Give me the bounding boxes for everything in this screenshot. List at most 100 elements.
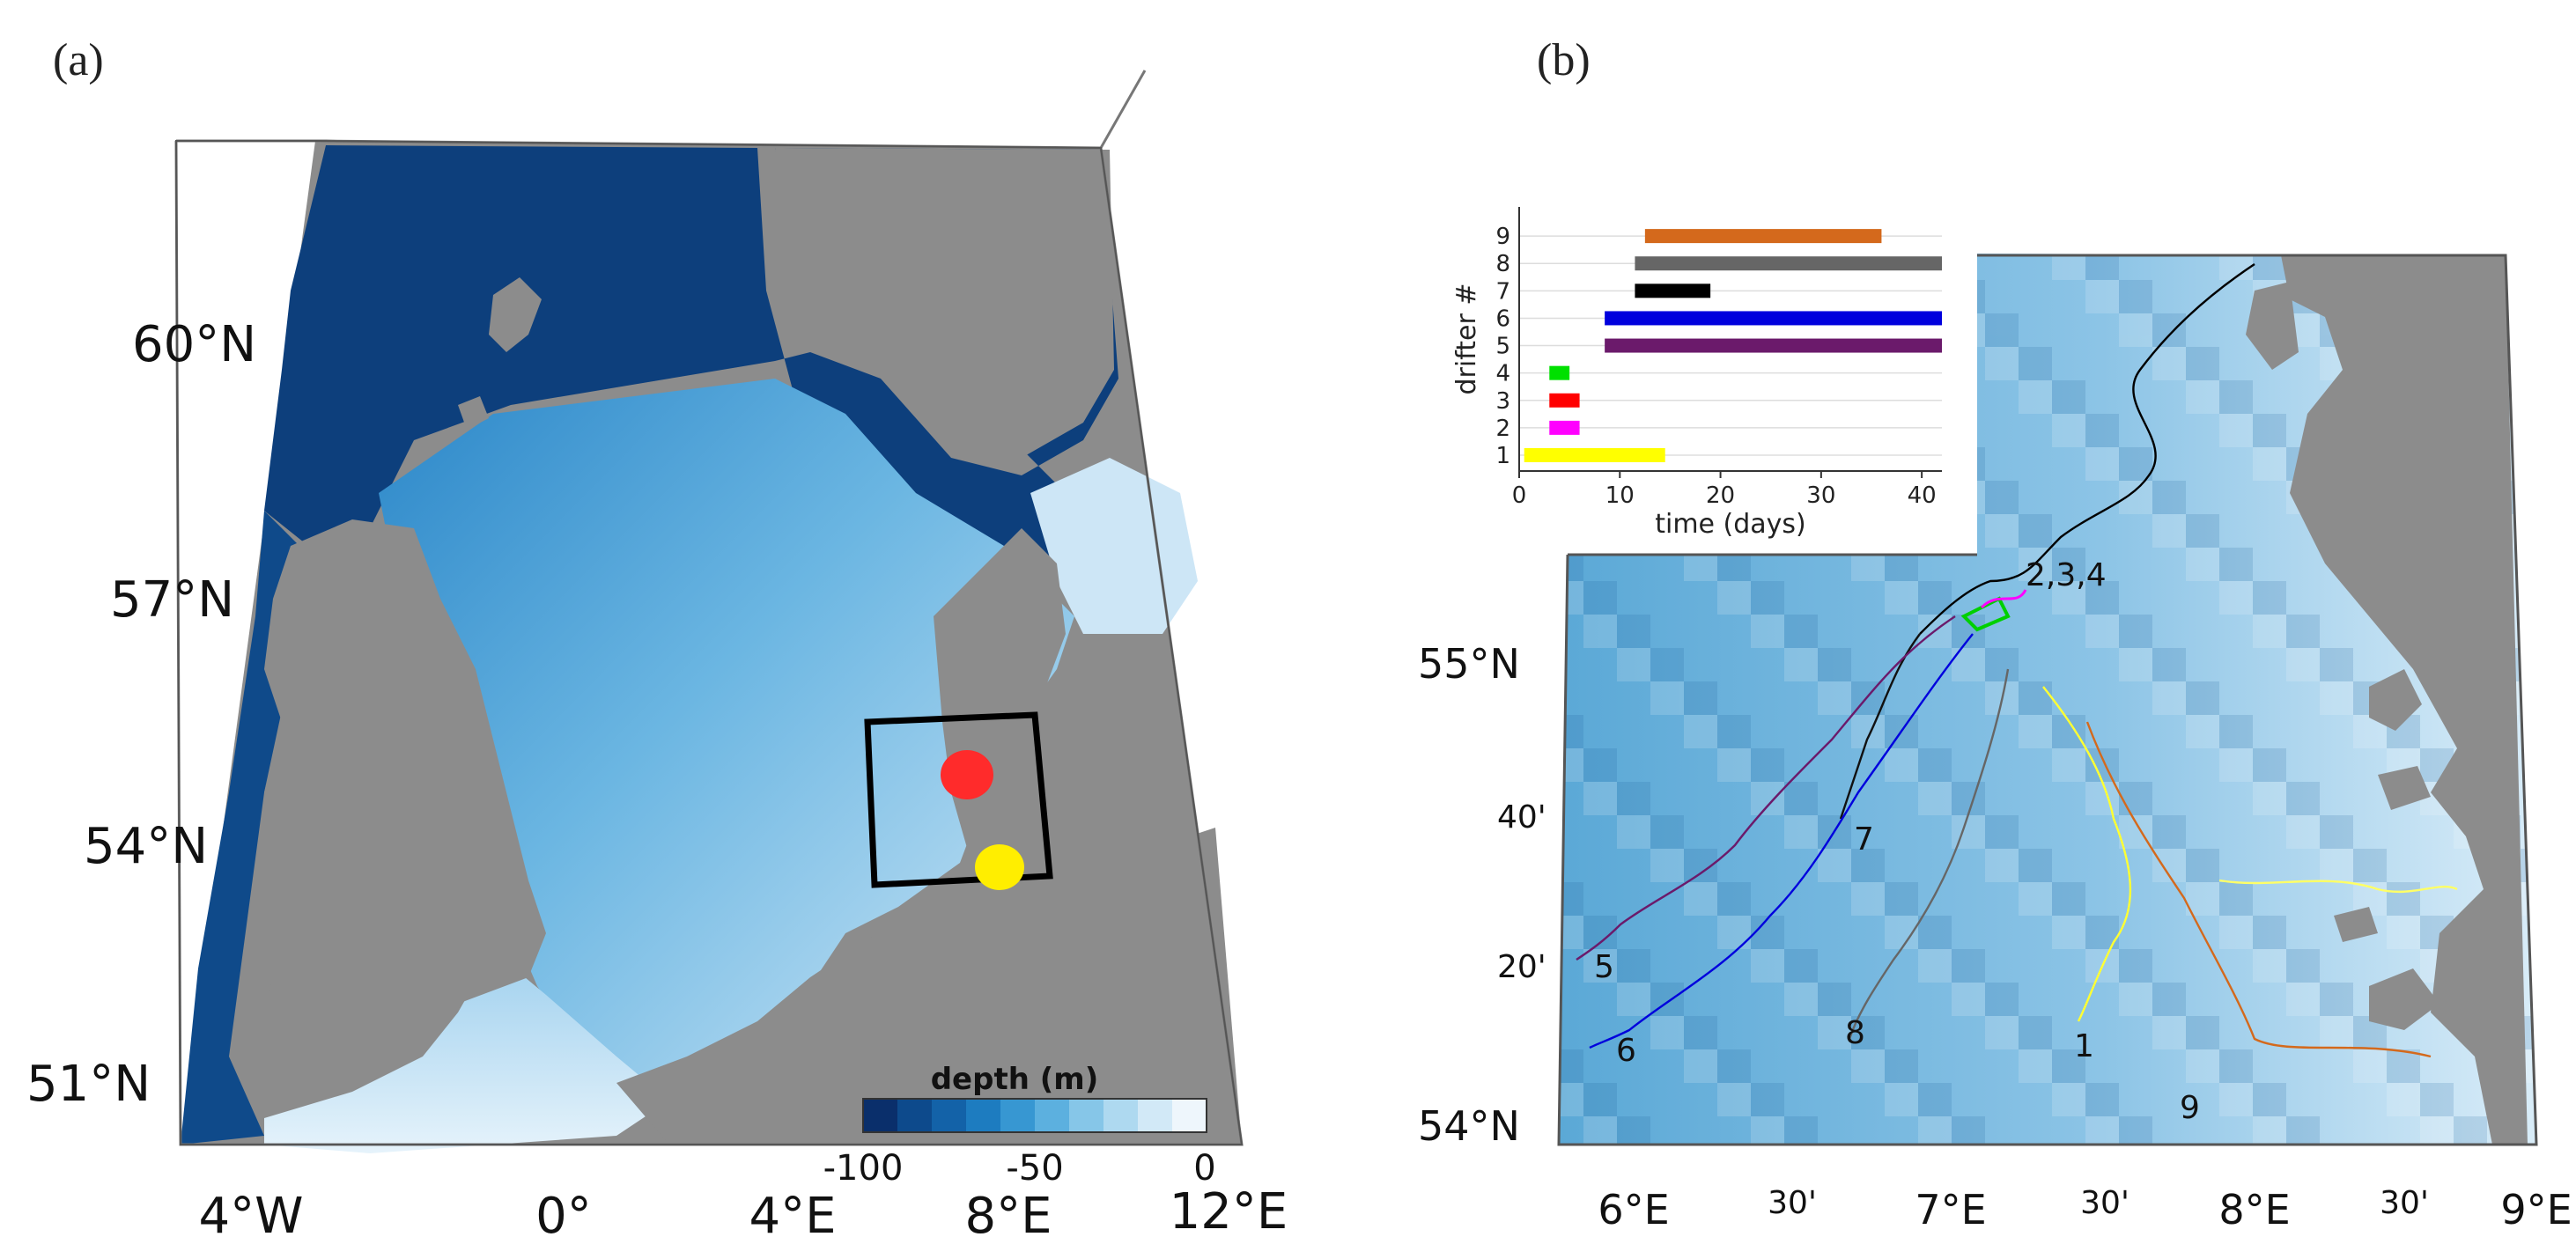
- grid-cell: [2286, 815, 2320, 849]
- grid-cell: [2286, 782, 2320, 815]
- grid-cell: [2085, 748, 2119, 782]
- grid-cell: [1985, 514, 2019, 548]
- inset-x-ticks: 0 10 20 30 40: [1512, 471, 1937, 509]
- grid-cell: [2253, 1083, 2286, 1116]
- lat-label-57n: 57°N: [110, 571, 234, 629]
- grid-cell: [1818, 1150, 1851, 1183]
- map-b-land: [2281, 255, 2528, 1145]
- grid-cell: [1650, 1016, 1684, 1049]
- grid-cell: [2152, 1016, 2186, 1049]
- lat-label-b-40: 40': [1497, 799, 1546, 836]
- map-a-shelf-water: [379, 379, 1074, 1083]
- grid-cell: [2152, 983, 2186, 1016]
- grid-cell: [2521, 1016, 2536, 1049]
- grid-cell: [2152, 514, 2186, 548]
- grid-cell: [2085, 414, 2119, 447]
- grid-cell: [1818, 849, 1851, 882]
- grid-cell: [1818, 1016, 1851, 1049]
- grid-cell: [1918, 1116, 1952, 1145]
- inset-x-tick-label: 20: [1706, 482, 1735, 509]
- colorbar-swatch: [966, 1099, 1001, 1132]
- grid-cell: [2019, 380, 2052, 414]
- grid-cell: [1650, 681, 1684, 715]
- lon-label-b-9e: 9°E: [2500, 1186, 2572, 1233]
- grid-cell: [1985, 347, 2019, 380]
- grid-cell: [1985, 1016, 2019, 1049]
- lon-label-b-630: 30': [1768, 1185, 1817, 1221]
- track-8: [1848, 668, 2010, 1040]
- grid-cell: [2019, 715, 2052, 748]
- grid-cell: [1617, 983, 1650, 1016]
- drifter-label-8: 8: [1845, 1015, 1865, 1051]
- grid-cell: [2219, 882, 2253, 916]
- grid-cell: [1559, 748, 1583, 782]
- drifter-bar-9: [1644, 229, 1882, 244]
- depth-colorbar: depth (m) -100 -50 0: [823, 1062, 1216, 1189]
- grid-cell: [1952, 648, 1985, 681]
- grid-cell: [2085, 782, 2119, 815]
- grid-cell: [1559, 715, 1583, 748]
- grid-cell: [1617, 615, 1650, 648]
- drifter-label-234: 2,3,4: [2026, 557, 2107, 593]
- grid-cell: [1818, 681, 1851, 715]
- inset-x-tick-label: 10: [1605, 482, 1635, 509]
- inset-y-tick-label: 1: [1495, 443, 1510, 469]
- grid-cell: [2152, 347, 2186, 380]
- grid-cell: [2253, 254, 2286, 280]
- grid-cell: [1918, 748, 1952, 782]
- grid-cell: [2186, 681, 2219, 715]
- grid-cell: [2119, 280, 2152, 313]
- grid-cell: [1650, 815, 1684, 849]
- grid-cell: [2186, 849, 2219, 882]
- grid-cell: [1784, 615, 1818, 648]
- grid-cell: [2052, 916, 2085, 949]
- grid-cell: [2320, 681, 2353, 715]
- grid-cell: [2454, 1116, 2487, 1145]
- grid-cell: [2186, 1016, 2219, 1049]
- grid-cell: [1583, 949, 1617, 983]
- grid-cell: [2152, 1150, 2186, 1183]
- grid-cell: [2487, 1150, 2521, 1183]
- map-a-norway: [775, 148, 1114, 458]
- panel-a-label: (a): [53, 35, 104, 85]
- drifter-bar-7: [1635, 283, 1711, 298]
- grid-cell: [1684, 548, 1717, 581]
- grid-cell: [1985, 313, 2019, 347]
- grid-cell: [1559, 882, 1583, 916]
- lon-label-4w: 4°W: [199, 1188, 304, 1245]
- grid-cell: [2521, 380, 2536, 414]
- grid-cell: [1952, 949, 1985, 983]
- inset-xlabel: time (days): [1655, 509, 1806, 540]
- grid-cell: [1617, 648, 1650, 681]
- grid-cell: [2119, 983, 2152, 1016]
- grid-cell: [2253, 949, 2286, 983]
- grid-cell: [1885, 581, 1918, 615]
- grid-cell: [2387, 882, 2420, 916]
- grid-cell: [2052, 581, 2085, 615]
- grid-cell: [2019, 681, 2052, 715]
- grid-cell: [1818, 514, 1851, 548]
- grid-cell: [1918, 782, 1952, 815]
- inset-y-tick-label: 9: [1495, 224, 1510, 250]
- grid-cell: [2253, 748, 2286, 782]
- map-b-island-2: [2369, 669, 2422, 731]
- grid-cell: [2052, 254, 2085, 280]
- grid-cell: [2052, 748, 2085, 782]
- grid-cell: [2119, 1150, 2152, 1183]
- colorbar-tick-max: 0: [1193, 1148, 1215, 1189]
- grid-cell: [2286, 648, 2320, 681]
- inset-y-tick-label: 4: [1495, 361, 1510, 387]
- map-a-shetland: [489, 277, 542, 352]
- red-site-marker: [941, 750, 993, 799]
- grid-cell: [2219, 1083, 2253, 1116]
- inset-bars: [1524, 229, 1942, 462]
- lat-label-b-54n: 54°N: [1418, 1102, 1520, 1150]
- inset-y-tick-label: 7: [1495, 278, 1510, 305]
- grid-cell: [2387, 1083, 2420, 1116]
- grid-cell: [1617, 815, 1650, 849]
- grid-cell: [1952, 815, 1985, 849]
- grid-cell: [2186, 347, 2219, 380]
- grid-cell: [2219, 414, 2253, 447]
- colorbar-swatch: [1069, 1099, 1104, 1132]
- grid-cell: [2320, 849, 2353, 882]
